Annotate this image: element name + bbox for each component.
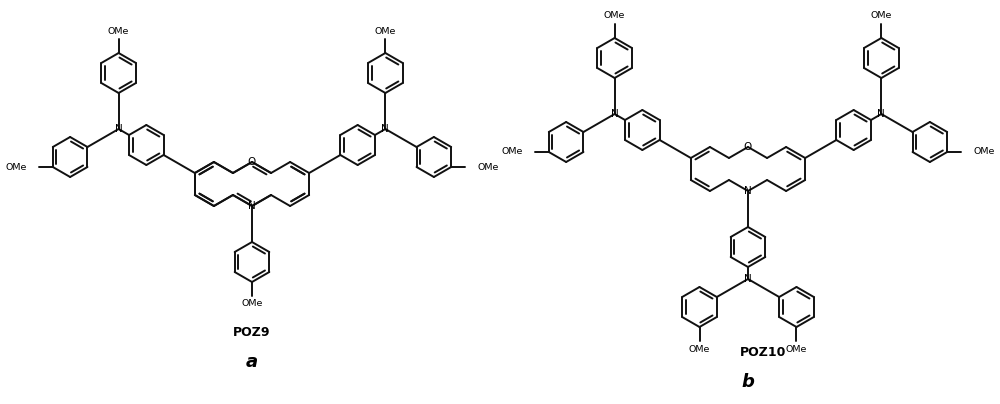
Text: OMe: OMe: [5, 162, 27, 172]
Text: OMe: OMe: [871, 11, 892, 21]
Text: N: N: [381, 124, 389, 134]
Text: N: N: [115, 124, 123, 134]
Text: OMe: OMe: [501, 147, 523, 156]
Text: POZ10: POZ10: [740, 345, 786, 358]
Text: OMe: OMe: [375, 27, 396, 36]
Text: OMe: OMe: [689, 345, 710, 354]
Text: OMe: OMe: [108, 27, 129, 36]
Text: OMe: OMe: [477, 162, 499, 172]
Text: OMe: OMe: [786, 345, 807, 354]
Text: N: N: [744, 186, 752, 196]
Text: POZ9: POZ9: [233, 326, 271, 339]
Text: O: O: [744, 142, 752, 152]
Text: N: N: [744, 274, 752, 284]
Text: N: N: [248, 201, 256, 211]
Text: N: N: [877, 109, 885, 119]
Text: a: a: [246, 353, 258, 371]
Text: OMe: OMe: [241, 299, 263, 309]
Text: O: O: [248, 157, 256, 167]
Text: N: N: [611, 109, 619, 119]
Text: OMe: OMe: [973, 147, 995, 156]
Text: OMe: OMe: [604, 11, 625, 21]
Text: b: b: [742, 373, 754, 391]
